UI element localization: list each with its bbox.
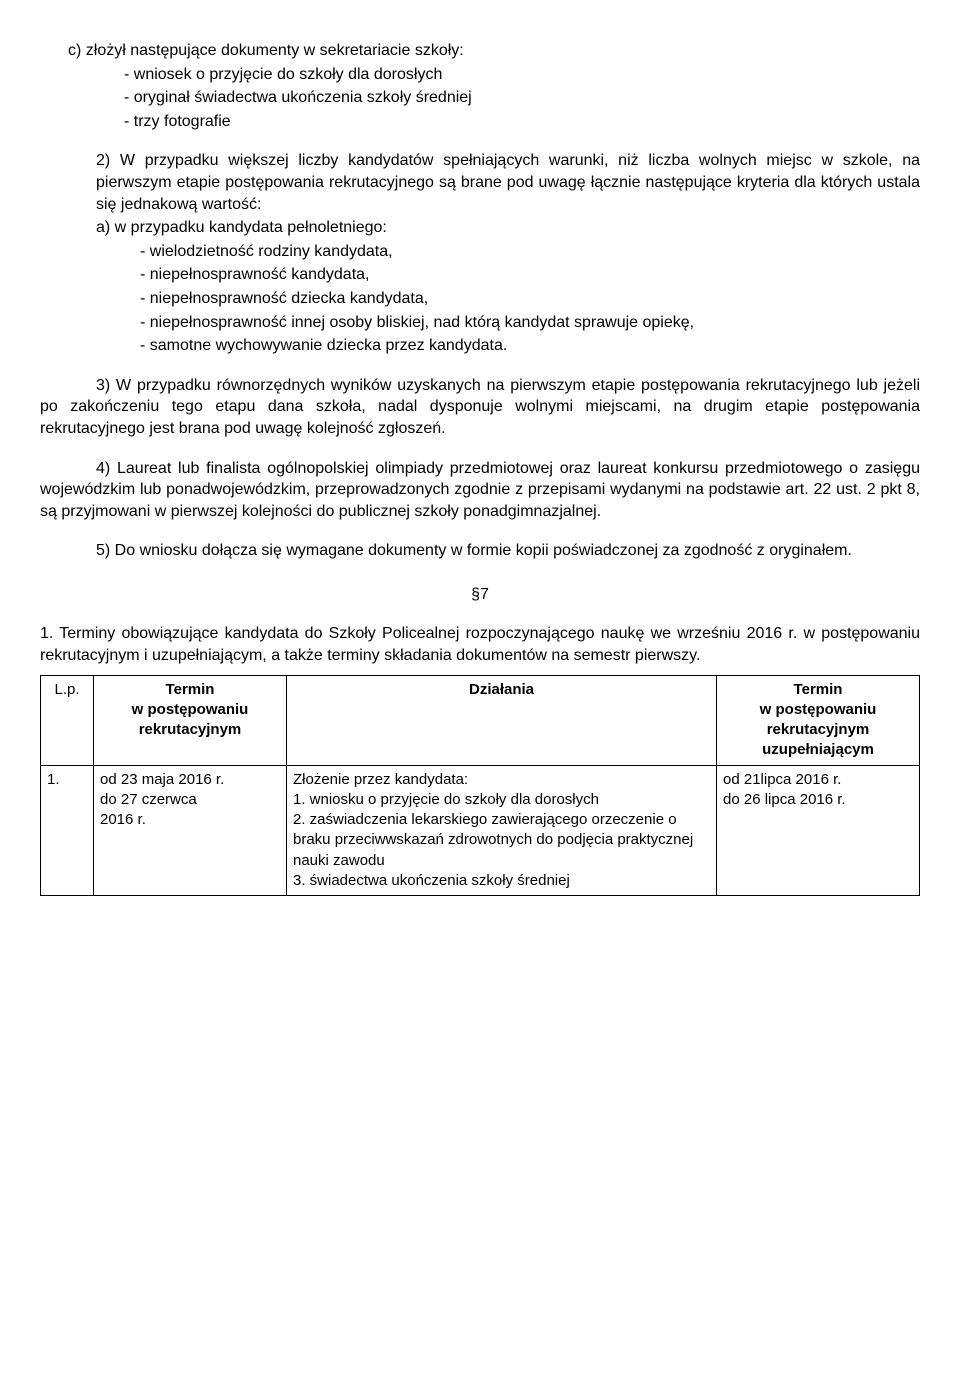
- th-term2: Termin w postępowaniu rekrutacyjnym uzup…: [717, 675, 920, 765]
- th-lp-text: L.p.: [54, 681, 79, 698]
- th-actions-text: Działania: [469, 681, 534, 698]
- th-lp: L.p.: [41, 675, 94, 765]
- list-sub-a2: - niepełnosprawność kandydata,: [40, 264, 920, 286]
- td-actions: Złożenie przez kandydata: 1. wniosku o p…: [287, 765, 717, 896]
- schedule-table: L.p. Termin w postępowaniu rekrutacyjnym…: [40, 675, 920, 897]
- td-lp: 1.: [41, 765, 94, 896]
- action-line-4: 3. świadectwa ukończenia szkoły średniej: [293, 871, 710, 891]
- action-line-2: 1. wniosku o przyjęcie do szkoły dla dor…: [293, 790, 710, 810]
- list-item-c: c) złożył następujące dokumenty w sekret…: [40, 40, 920, 62]
- list-item-a: a) w przypadku kandydata pełnoletniego:: [40, 217, 920, 239]
- point-4: 4) Laureat lub finalista ogólnopolskiej …: [40, 458, 920, 523]
- list-sub-c3: - trzy fotografie: [40, 111, 920, 133]
- list-sub-c2: - oryginał świadectwa ukończenia szkoły …: [40, 87, 920, 109]
- th-term2-text: Termin w postępowaniu rekrutacyjnym uzup…: [760, 681, 877, 759]
- list-sub-a4: - niepełnosprawność innej osoby bliskiej…: [40, 312, 920, 334]
- td-term2: od 21lipca 2016 r. do 26 lipca 2016 r.: [717, 765, 920, 896]
- list-sub-a3: - niepełnosprawność dziecka kandydata,: [40, 288, 920, 310]
- list-sub-a5: - samotne wychowywanie dziecka przez kan…: [40, 335, 920, 357]
- table-row: 1. od 23 maja 2016 r. do 27 czerwca 2016…: [41, 765, 920, 896]
- section-number: §7: [40, 584, 920, 606]
- action-line-3: 2. zaświadczenia lekarskiego zawierające…: [293, 810, 710, 871]
- point-2: 2) W przypadku większej liczby kandydató…: [40, 150, 920, 215]
- point-5: 5) Do wniosku dołącza się wymagane dokum…: [40, 540, 920, 562]
- paragraph-1: 1. Terminy obowiązujące kandydata do Szk…: [40, 623, 920, 666]
- table-header-row: L.p. Termin w postępowaniu rekrutacyjnym…: [41, 675, 920, 765]
- td-term1: od 23 maja 2016 r. do 27 czerwca 2016 r.: [94, 765, 287, 896]
- th-term1: Termin w postępowaniu rekrutacyjnym: [94, 675, 287, 765]
- action-line-1: Złożenie przez kandydata:: [293, 770, 710, 790]
- list-sub-c1: - wniosek o przyjęcie do szkoły dla doro…: [40, 64, 920, 86]
- list-sub-a1: - wielodzietność rodziny kandydata,: [40, 241, 920, 263]
- document-page: c) złożył następujące dokumenty w sekret…: [0, 0, 960, 936]
- th-term1-text: Termin w postępowaniu rekrutacyjnym: [132, 681, 249, 739]
- th-actions: Działania: [287, 675, 717, 765]
- point-3: 3) W przypadku równorzędnych wyników uzy…: [40, 375, 920, 440]
